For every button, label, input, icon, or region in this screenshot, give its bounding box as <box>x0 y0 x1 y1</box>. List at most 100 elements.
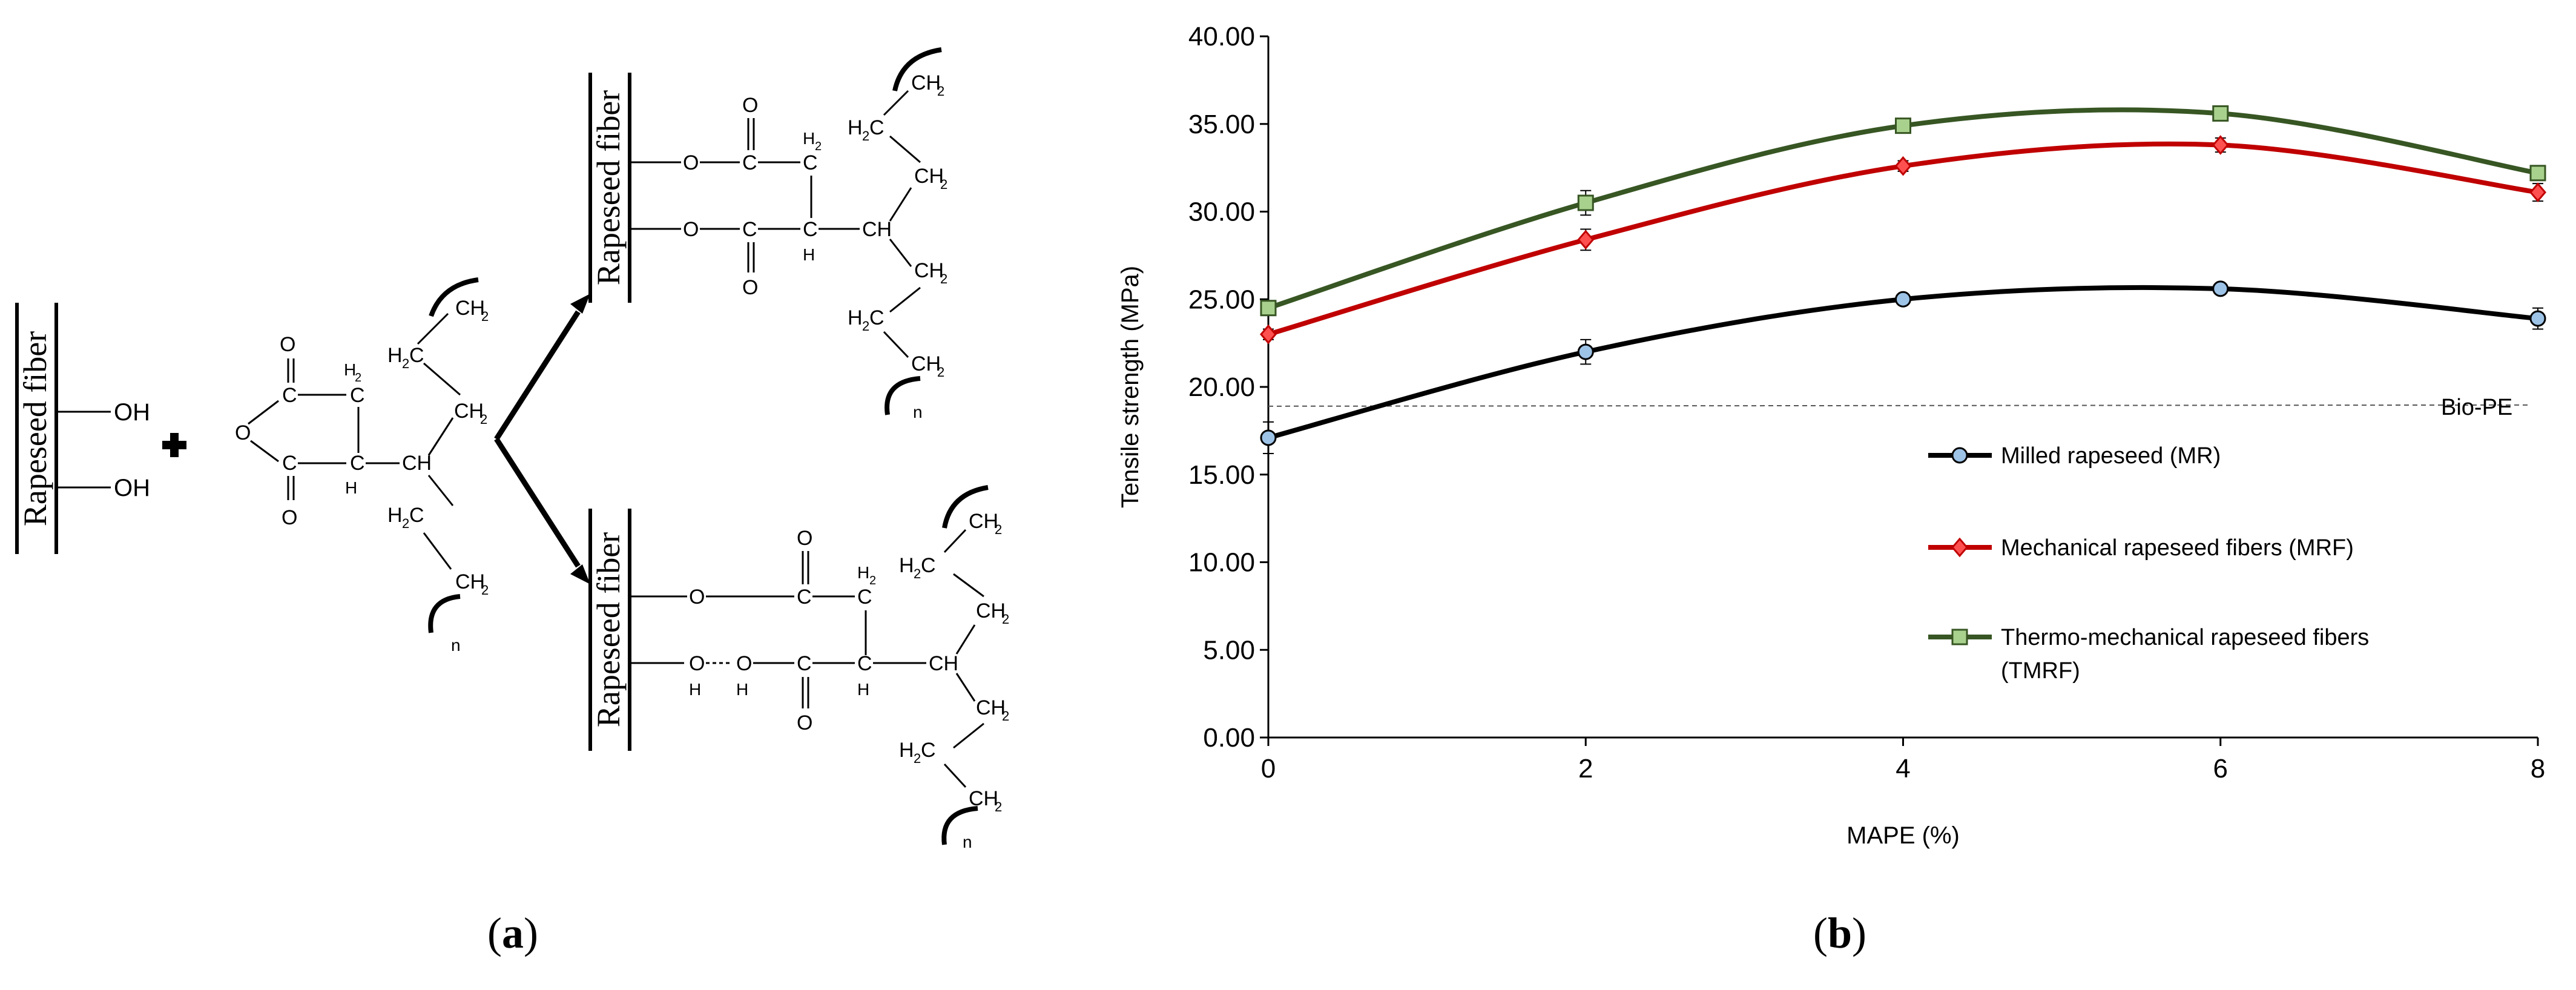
y-tick-label: 0.00 <box>1203 723 1255 753</box>
atom-h: H <box>689 680 701 699</box>
product-monoester: Rapeseed fiber O C O H 2 C O H O H C O C… <box>588 485 1009 851</box>
data-point <box>2212 105 2229 122</box>
atom-ch2: CH <box>911 352 941 375</box>
caption-a: (a) <box>487 909 538 957</box>
series-line <box>1267 285 2538 440</box>
subscript: 2 <box>1002 708 1009 724</box>
oh-label-2: OH <box>114 475 150 501</box>
data-point <box>2529 165 2546 182</box>
product-diester: Rapeseed fiber O C O H 2 C O C O C H CH … <box>588 47 947 421</box>
atom-c: C <box>803 218 818 241</box>
subscript: 2 <box>937 84 944 99</box>
subscript: 2 <box>914 566 921 581</box>
legend-swatch-marker <box>1951 447 1968 464</box>
fiber-label-3: Rapeseed fiber <box>590 532 627 727</box>
atom-o: O <box>689 586 705 609</box>
atom-h: H <box>803 129 815 148</box>
atom-c: C <box>742 218 757 241</box>
subscript: 2 <box>481 582 489 598</box>
atom-h: H <box>899 554 914 577</box>
atom-ch2: CH <box>976 696 1006 719</box>
data-point <box>2212 135 2229 155</box>
atom-n: n <box>451 636 461 655</box>
atom-o: O <box>235 421 251 444</box>
atom-c: C <box>409 344 424 367</box>
y-tick-label: 5.00 <box>1203 635 1255 665</box>
atom-o: O <box>797 711 812 734</box>
y-tick-label: 10.00 <box>1188 548 1255 578</box>
subscript: 2 <box>995 522 1002 537</box>
data-point <box>1260 300 1277 317</box>
bio-pe-label: Bio-PE <box>2441 395 2512 420</box>
y-tick-label: 25.00 <box>1188 285 1255 314</box>
atom-c: C <box>350 452 365 475</box>
atom-c: C <box>409 504 424 527</box>
subscript: 2 <box>402 356 409 371</box>
y-tick-label: 40.00 <box>1188 22 1255 51</box>
atom-c: C <box>869 306 884 329</box>
series-group <box>1260 105 2546 455</box>
legend-label: Mechanical rapeseed fibers (MRF) <box>2001 535 2354 561</box>
atom-c: C <box>797 586 812 609</box>
subscript: 2 <box>862 128 869 144</box>
subscript: 2 <box>402 516 409 531</box>
data-point <box>2529 310 2546 327</box>
reaction-scheme-diagram: Rapeseed fiber OH OH O C O C O H 2 C C H… <box>15 47 1009 851</box>
y-tick-label: 30.00 <box>1188 197 1255 227</box>
atom-ch: CH <box>929 652 958 675</box>
data-point <box>1577 343 1594 360</box>
x-tick-label: 2 <box>1578 754 1593 784</box>
subscript: 2 <box>940 271 947 286</box>
subscript: 2 <box>914 751 921 766</box>
atom-o: O <box>683 218 699 241</box>
x-tick-label: 6 <box>2213 754 2228 784</box>
atom-o: O <box>797 527 812 550</box>
atom-h: H <box>848 116 863 139</box>
atom-c: C <box>282 384 297 407</box>
atom-h: H <box>344 360 356 379</box>
atom-c: C <box>921 554 936 577</box>
atom-o: O <box>736 652 752 675</box>
atom-c: C <box>742 151 757 174</box>
fiber-label-2: Rapeseed fiber <box>590 90 627 285</box>
atom-ch2: CH <box>969 787 998 810</box>
data-point <box>1894 156 1912 176</box>
atom-n: n <box>963 833 972 851</box>
atom-c: C <box>350 384 365 407</box>
atom-h: H <box>387 504 403 527</box>
legend-label-cont: (TMRF) <box>2001 658 2080 684</box>
atom-ch: CH <box>862 218 892 241</box>
atom-o: O <box>742 276 758 299</box>
subscript: 2 <box>481 309 489 324</box>
atom-ch: CH <box>402 452 432 475</box>
atom-ch2: CH <box>454 400 484 423</box>
atom-c: C <box>857 586 872 609</box>
subscript: 2 <box>869 574 876 587</box>
atom-h: H <box>345 478 357 497</box>
data-point <box>2212 280 2229 297</box>
tensile-chart-panel: 0.00 5.00 10.00 15.00 20.00 25.00 30.00 35.00 40… <box>1090 0 2576 987</box>
caption-b: (b) <box>1813 909 1867 957</box>
subscript: 2 <box>355 371 361 384</box>
x-tick-label: 4 <box>1896 754 1910 784</box>
atom-h: H <box>736 680 748 699</box>
series-2 <box>1260 105 2546 317</box>
legend-swatch-marker <box>1951 629 1968 645</box>
subscript: 2 <box>862 318 869 334</box>
reactant-fiber: Rapeseed fiber OH OH <box>15 303 150 554</box>
atom-h: H <box>387 344 403 367</box>
atom-o: O <box>282 506 297 529</box>
atom-c: C <box>921 739 936 762</box>
data-point <box>1260 324 1277 345</box>
caption-b-letter: b <box>1827 909 1853 957</box>
atom-o: O <box>280 333 295 356</box>
subscript: 2 <box>480 412 487 427</box>
atom-h: H <box>857 563 869 582</box>
atom-ch2: CH <box>976 599 1006 622</box>
y-axis-label: Tensile strength (MPa) <box>1117 266 1144 508</box>
oh-label-1: OH <box>114 399 150 426</box>
data-point <box>1577 229 1595 250</box>
x-tick-label: 0 <box>1261 754 1276 784</box>
legend-label: Thermo-mechanical rapeseed fibers <box>2001 625 2369 650</box>
x-tick-label: 8 <box>2531 754 2545 784</box>
